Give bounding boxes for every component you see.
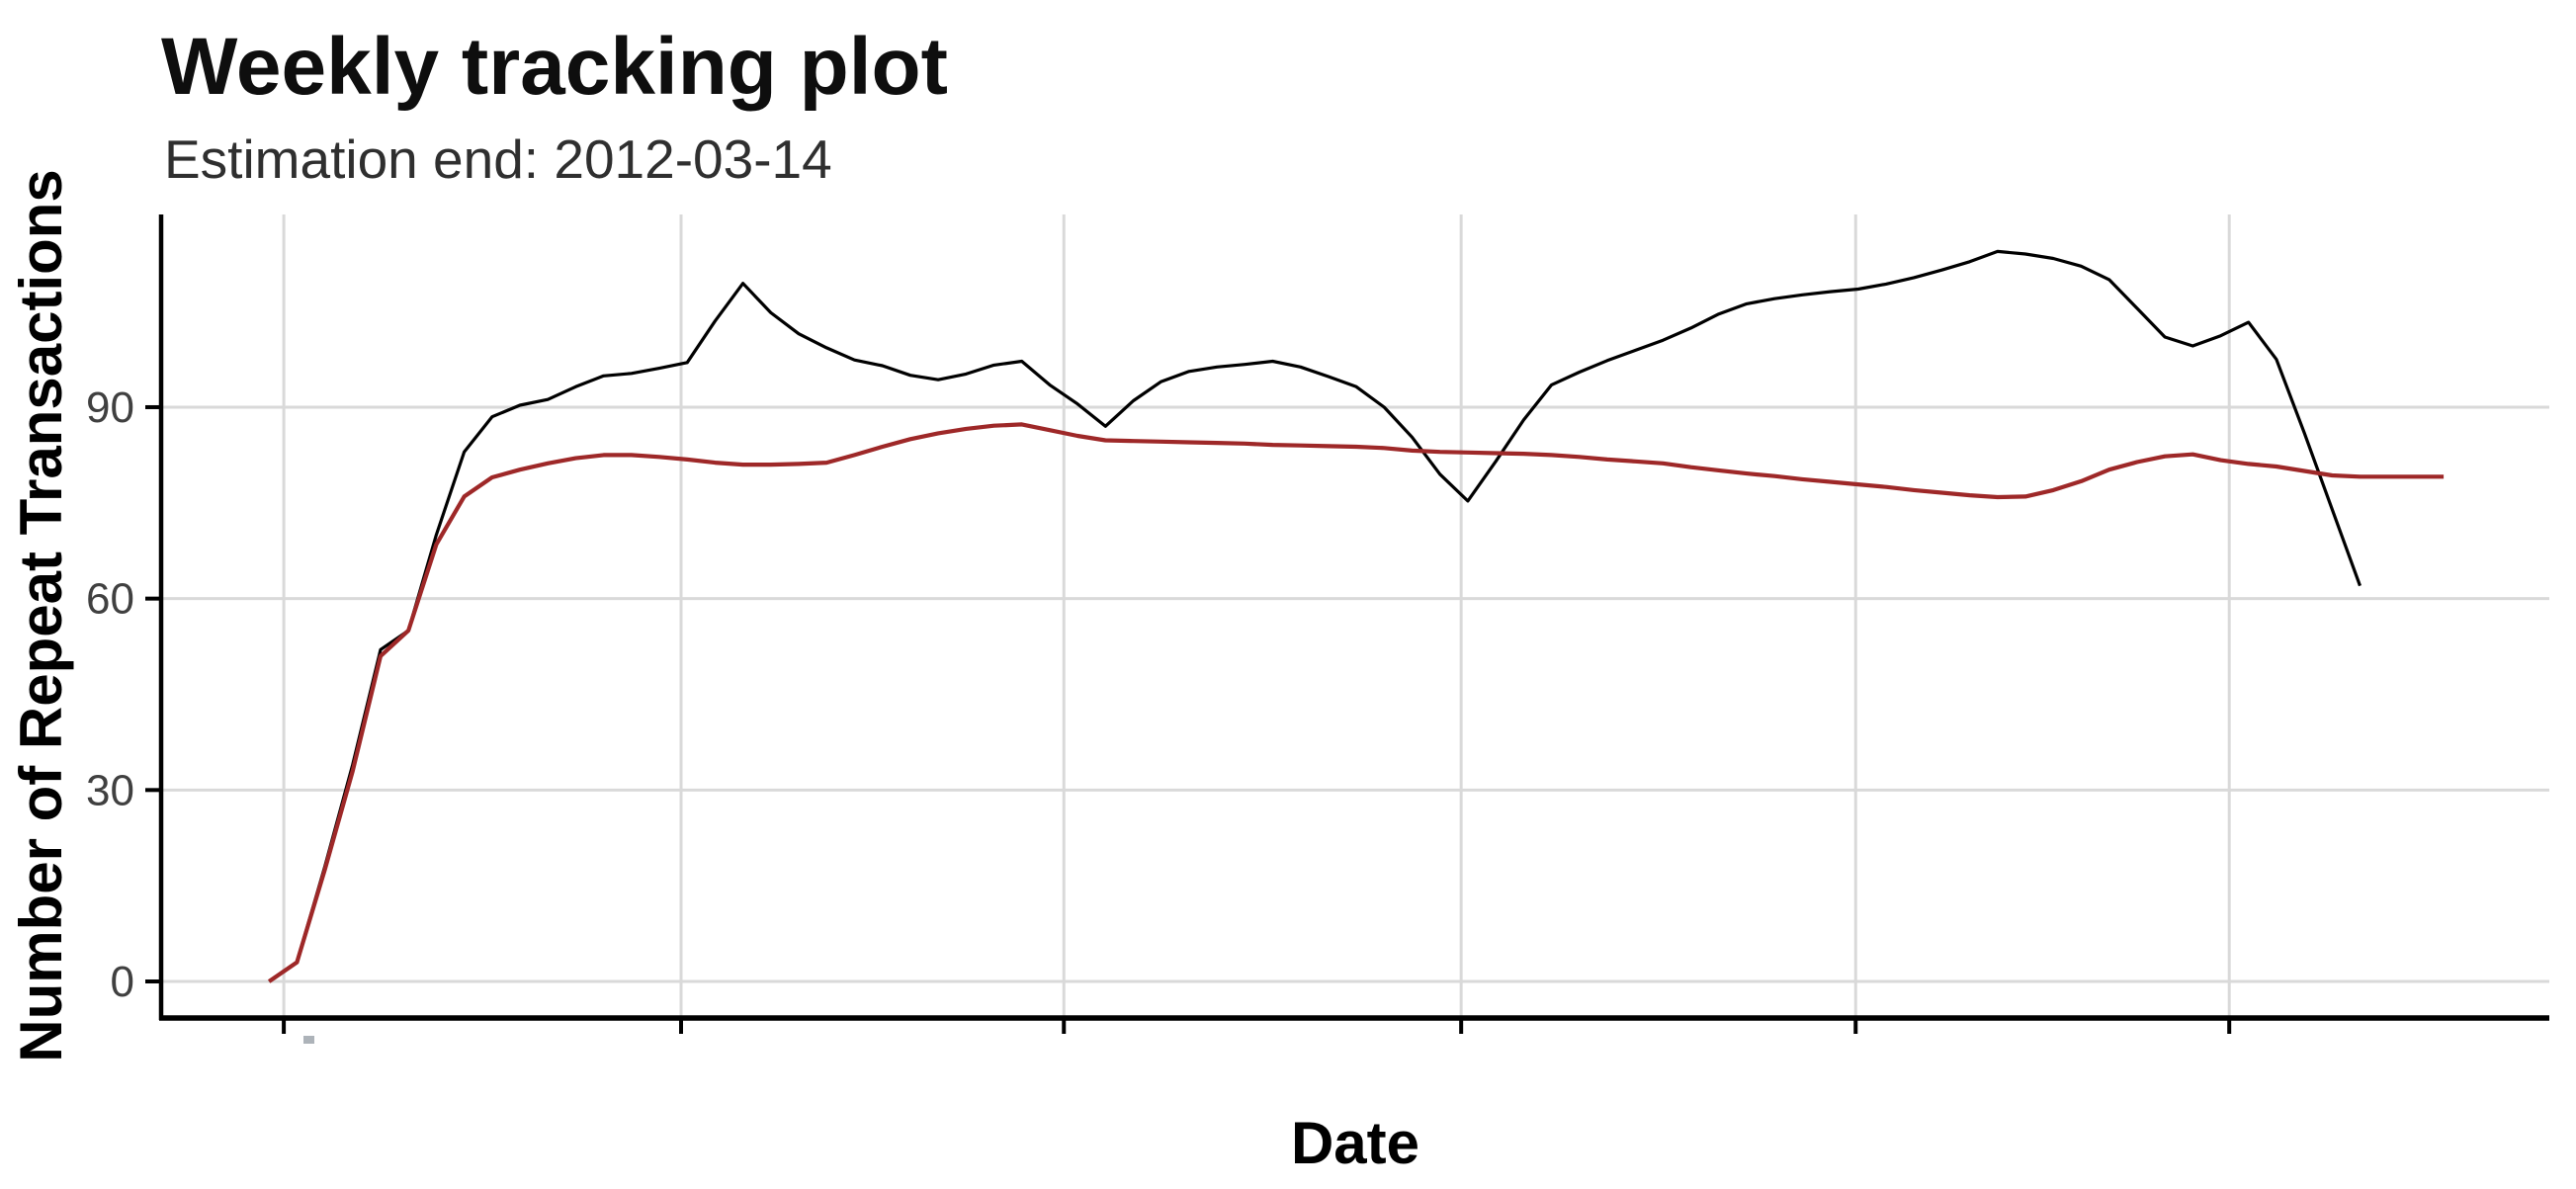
tick-label-layer: 0 30 60 90	[86, 383, 134, 1006]
gridline-layer	[161, 214, 2549, 1018]
y-tick-label: 90	[86, 383, 134, 432]
x-axis-title: Date	[1291, 1110, 1419, 1176]
y-tick-label: 60	[86, 575, 134, 624]
y-tick-label: 0	[111, 958, 134, 1006]
clipped-x-tick-label-artifact	[303, 1036, 314, 1044]
y-axis-title: Number of Repeat Transactions	[8, 169, 74, 1062]
red-series-line	[268, 422, 2445, 983]
chart-subtitle: Estimation end: 2012-03-14	[164, 128, 832, 190]
axis-layer	[145, 214, 2549, 1034]
chart-title: Weekly tracking plot	[161, 22, 948, 112]
series-layer	[268, 249, 2445, 983]
y-tick-label: 30	[86, 766, 134, 814]
black-series-line	[268, 249, 2362, 983]
